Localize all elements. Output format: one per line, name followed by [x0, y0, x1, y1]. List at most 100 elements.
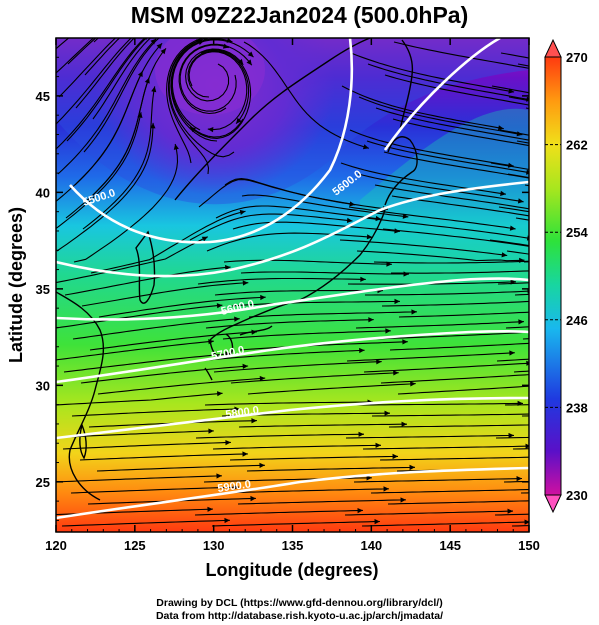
streamline-arrowhead	[208, 428, 214, 434]
streamline	[363, 362, 529, 373]
streamline	[206, 232, 373, 252]
colorbar-tick-label: 246	[566, 313, 588, 328]
colorbar-tick-label: 270	[566, 50, 588, 65]
y-axis-label: Latitude (degrees)	[6, 207, 26, 363]
streamline-arrowhead	[403, 271, 409, 277]
streamline-arrowhead	[411, 309, 417, 315]
streamline	[197, 277, 366, 285]
streamline-arrowhead	[507, 508, 513, 514]
streamline	[92, 38, 152, 120]
streamline	[496, 358, 529, 362]
contour-line-5900	[56, 396, 529, 440]
streamline	[356, 250, 525, 262]
streamline	[64, 266, 231, 296]
streamline-arrowhead	[383, 486, 389, 492]
streamline-arrowhead	[375, 215, 382, 222]
streamline	[56, 38, 146, 150]
streamline	[240, 271, 410, 275]
streamline	[57, 38, 157, 175]
streamline-arrowhead	[207, 506, 213, 512]
x-tick-label: 135	[282, 538, 304, 553]
streamline	[56, 508, 213, 516]
streamline	[388, 424, 529, 428]
y-tick-label: 35	[36, 282, 50, 297]
streamline-arrowhead	[375, 442, 381, 448]
streamline	[498, 206, 529, 213]
streamline	[189, 213, 353, 241]
streamline	[213, 361, 382, 373]
x-tick-label: 150	[518, 538, 540, 553]
streamline-arrowhead	[360, 276, 366, 282]
streamline	[365, 217, 529, 239]
colorbar-max-arrow	[544, 38, 562, 58]
streamline-arrowhead	[233, 484, 239, 490]
streamline	[56, 340, 214, 361]
y-axis-ticks: 25 30 35 40 45	[36, 56, 529, 521]
streamline	[232, 221, 400, 233]
streamline	[531, 371, 599, 383]
streamline	[238, 423, 407, 428]
streamline	[98, 296, 266, 318]
streamline-arrowhead	[194, 0, 200, 4]
streamline	[490, 162, 529, 170]
streamline	[83, 38, 160, 153]
coastlines	[56, 38, 418, 501]
streamline-arrowhead	[216, 303, 223, 309]
streamline	[93, 38, 100, 43]
streamline	[187, 50, 250, 125]
streamline	[80, 365, 249, 384]
streamline-arrowhead	[519, 257, 525, 263]
contour-label-5800: 5800.0	[225, 404, 260, 421]
plot-area: 5500.0 5600.0 5700.0 5800.0 5900.0 5600.…	[56, 0, 599, 532]
streamline	[220, 488, 389, 494]
streamline	[56, 38, 95, 74]
streamline	[357, 173, 524, 203]
streamline	[212, 444, 382, 450]
streamline	[89, 331, 258, 351]
streamline-arrowhead	[251, 418, 257, 424]
streamline-arrowhead	[509, 350, 515, 356]
x-tick-label: 120	[45, 538, 67, 553]
streamline-arrowhead	[137, 112, 143, 118]
streamline-arrowhead	[516, 131, 523, 137]
streamline-arrowhead	[259, 462, 265, 468]
streamline-arrowhead	[225, 265, 231, 271]
streamline	[391, 195, 529, 217]
streamline-arrowhead	[376, 359, 382, 365]
y-tick-label: 40	[36, 185, 50, 200]
streamline	[81, 282, 249, 307]
streamline-arrowhead	[251, 329, 257, 335]
streamline-arrowhead	[509, 225, 516, 231]
streamline	[367, 63, 529, 101]
streamline-arrowhead	[203, 38, 209, 42]
streamline	[341, 85, 504, 130]
colorbar-tick-label: 262	[566, 138, 588, 153]
streamline	[179, 44, 237, 112]
streamline	[345, 434, 515, 439]
streamline	[72, 318, 240, 340]
streamline-arrowhead	[517, 400, 523, 406]
streamline	[63, 353, 232, 373]
streamline-arrowhead	[507, 162, 514, 168]
streamline	[370, 489, 529, 494]
streamline	[71, 408, 240, 417]
footer-credit-data: Data from http://database.rish.kyoto-u.a…	[155, 610, 444, 622]
streamline	[61, 519, 230, 527]
streamline-arrowhead	[518, 319, 524, 325]
streamline	[239, 341, 408, 351]
streamline	[497, 282, 529, 285]
streamline	[56, 38, 132, 125]
y-tick-label: 25	[36, 475, 50, 490]
streamline-arrowhead	[196, 39, 203, 45]
streamline	[56, 236, 209, 284]
streamline	[354, 402, 523, 406]
streamline	[499, 129, 529, 136]
streamline-arrowhead	[151, 86, 157, 93]
colorbar-min-arrow	[544, 494, 562, 514]
streamline-arrowhead	[535, 329, 541, 334]
colorbar-gradient	[544, 56, 562, 496]
x-tick-label: 140	[360, 538, 382, 553]
streamline-arrowhead	[535, 139, 541, 144]
streamline-arrowhead	[366, 234, 373, 240]
